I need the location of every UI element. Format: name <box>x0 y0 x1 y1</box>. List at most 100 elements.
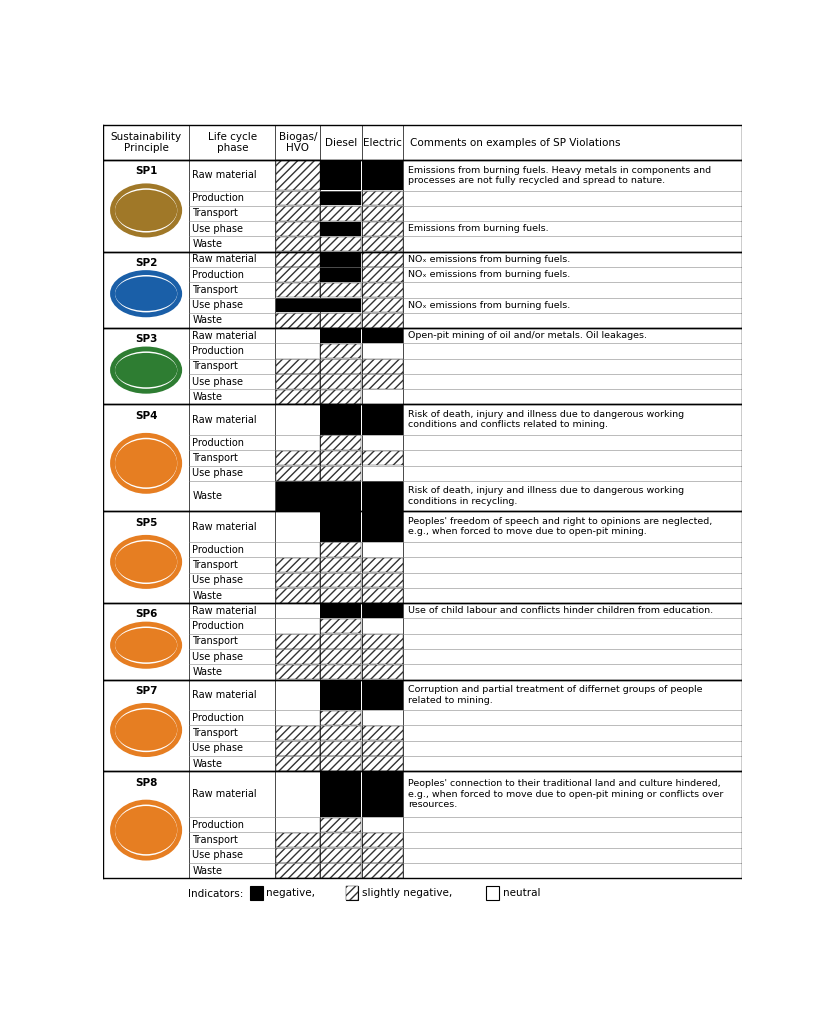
Bar <box>276 375 320 389</box>
Bar <box>362 649 403 664</box>
Text: SP4: SP4 <box>135 411 157 421</box>
Bar <box>276 558 320 572</box>
Text: Corruption and partial treatment of differnet groups of people
related to mining: Corruption and partial treatment of diff… <box>408 685 703 705</box>
Bar <box>276 649 320 664</box>
Ellipse shape <box>113 802 180 858</box>
Text: Risk of death, injury and illness due to dangerous working
conditions in recycli: Risk of death, injury and illness due to… <box>408 486 685 506</box>
Bar <box>362 237 403 251</box>
Bar <box>362 267 403 282</box>
Bar <box>321 543 361 557</box>
Text: Raw material: Raw material <box>192 790 257 799</box>
Text: Transport: Transport <box>192 453 238 463</box>
Bar <box>276 190 320 206</box>
Bar <box>276 665 320 679</box>
Bar <box>321 313 361 328</box>
Bar <box>362 588 403 603</box>
Bar <box>362 863 403 878</box>
Bar <box>321 359 361 374</box>
Bar <box>276 833 320 847</box>
Ellipse shape <box>113 624 180 667</box>
Bar <box>321 848 361 862</box>
Bar <box>321 283 361 297</box>
Text: Transport: Transport <box>192 560 238 570</box>
Text: Indicators:: Indicators: <box>188 889 244 899</box>
Bar <box>362 221 403 236</box>
Bar <box>362 757 403 771</box>
Bar <box>362 252 403 266</box>
Bar <box>321 634 361 648</box>
Text: Production: Production <box>192 713 245 723</box>
Bar <box>321 665 361 679</box>
Bar <box>362 206 403 221</box>
Ellipse shape <box>115 189 177 231</box>
Bar <box>276 588 320 603</box>
Text: SP5: SP5 <box>135 518 157 527</box>
Bar <box>362 298 403 312</box>
Bar <box>276 206 320 221</box>
Bar <box>362 237 403 251</box>
Bar <box>362 573 403 588</box>
Bar <box>321 603 361 618</box>
Bar <box>321 618 361 633</box>
Text: Raw material: Raw material <box>192 606 257 615</box>
Text: Waste: Waste <box>192 315 222 326</box>
Text: slightly negative,: slightly negative, <box>363 888 452 898</box>
Bar <box>321 863 361 878</box>
Bar <box>321 389 361 404</box>
Text: Use of child labour and conflicts hinder children from education.: Use of child labour and conflicts hinder… <box>408 606 714 615</box>
Text: Raw material: Raw material <box>192 415 257 425</box>
Bar <box>276 359 320 374</box>
Text: SP2: SP2 <box>135 258 157 268</box>
Ellipse shape <box>115 628 177 663</box>
Ellipse shape <box>113 435 180 492</box>
Bar <box>321 558 361 572</box>
Bar <box>321 389 361 404</box>
Bar <box>362 329 403 343</box>
Ellipse shape <box>113 272 180 314</box>
Bar <box>321 298 361 312</box>
Bar <box>276 833 320 847</box>
Bar <box>321 726 361 740</box>
Text: Raw material: Raw material <box>192 690 257 699</box>
Bar <box>276 741 320 756</box>
Text: Comments on examples of SP Violations: Comments on examples of SP Violations <box>410 137 620 147</box>
Bar <box>276 267 320 282</box>
Bar <box>321 649 361 664</box>
Text: SP7: SP7 <box>135 686 157 696</box>
Bar <box>276 283 320 297</box>
Bar <box>362 451 403 465</box>
Text: negative,: negative, <box>266 888 316 898</box>
Text: Transport: Transport <box>192 361 238 372</box>
Bar <box>321 680 361 710</box>
Text: Life cycle
phase: Life cycle phase <box>208 132 257 154</box>
Bar <box>321 435 361 450</box>
Text: Emissions from burning fuels.: Emissions from burning fuels. <box>408 224 549 233</box>
Ellipse shape <box>113 538 180 587</box>
Bar <box>276 757 320 771</box>
Bar <box>276 313 320 328</box>
Text: Risk of death, injury and illness due to dangerous working
conditions and confli: Risk of death, injury and illness due to… <box>408 410 685 429</box>
Ellipse shape <box>115 276 177 311</box>
Bar <box>321 375 361 389</box>
Bar <box>362 252 403 266</box>
Bar <box>276 313 320 328</box>
Text: Peoples' connection to their traditional land and culture hindered,
e.g., when f: Peoples' connection to their traditional… <box>408 779 723 809</box>
Bar <box>362 588 403 603</box>
Bar <box>362 649 403 664</box>
Bar <box>362 680 403 710</box>
Bar <box>276 190 320 206</box>
Bar <box>362 741 403 756</box>
Text: NOₓ emissions from burning fuels.: NOₓ emissions from burning fuels. <box>408 270 570 280</box>
Bar <box>362 283 403 297</box>
Bar <box>276 283 320 297</box>
Bar <box>486 886 499 900</box>
Bar <box>276 466 320 480</box>
Bar <box>276 726 320 740</box>
Ellipse shape <box>115 439 177 487</box>
Bar <box>321 435 361 450</box>
Bar <box>362 451 403 465</box>
Bar <box>321 190 361 206</box>
Ellipse shape <box>113 185 180 234</box>
Bar <box>321 359 361 374</box>
Bar <box>362 603 403 618</box>
